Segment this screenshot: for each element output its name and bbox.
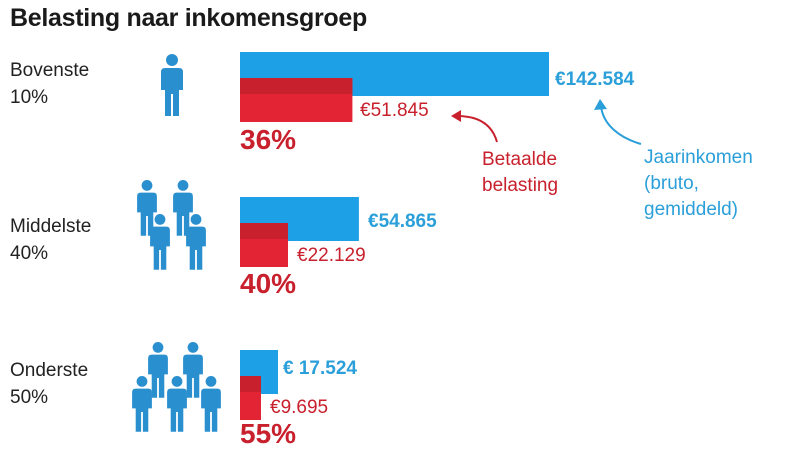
income-value-label-middle: €54.865 xyxy=(368,211,437,232)
annotation-tax-line1: Betaalde xyxy=(482,149,558,170)
group-label-line1: Onderste xyxy=(10,360,89,381)
tax-percent-label-bottom: 55% xyxy=(240,418,297,449)
annotation-arrow-income xyxy=(594,99,642,145)
annotation-tax-line2: belasting xyxy=(482,175,559,196)
tax-percent-label-middle: 40% xyxy=(240,268,297,299)
person-icon xyxy=(148,342,168,398)
group-label-line1: Middelste xyxy=(10,216,92,237)
tax-percent-label-top: 36% xyxy=(240,124,297,155)
tax-value-label-top: €51.845 xyxy=(360,100,429,121)
person-icon xyxy=(183,342,203,398)
income-value-label-top: €142.584 xyxy=(555,69,635,90)
group-label-middle: Middelste 40% xyxy=(10,213,91,267)
annotation-arrow-tax xyxy=(451,110,498,143)
tax-bar-top xyxy=(240,78,353,122)
tax-value-label-middle: €22.129 xyxy=(297,245,366,266)
group-label-bottom: Onderste 50% xyxy=(10,357,88,411)
person-icon xyxy=(201,376,221,432)
person-icon xyxy=(167,376,187,432)
group-label-line2: 10% xyxy=(10,87,49,108)
annotation-tax: Betaalde belasting xyxy=(482,147,558,199)
person-icon xyxy=(186,214,206,270)
person-icon xyxy=(137,180,157,236)
group-label-line2: 40% xyxy=(10,243,49,264)
group-label-line2: 50% xyxy=(10,387,49,408)
annotation-income-line2: (bruto, xyxy=(644,173,699,194)
person-icon xyxy=(161,54,183,116)
annotation-income-line3: gemiddeld) xyxy=(644,199,738,220)
tax-value-label-bottom: €9.695 xyxy=(270,397,329,418)
tax-bar-middle xyxy=(240,223,288,267)
annotation-income: Jaarinkomen (bruto, gemiddeld) xyxy=(644,145,753,223)
income-value-label-bottom: € 17.524 xyxy=(283,358,357,379)
group-label-top: Bovenste 10% xyxy=(10,57,89,111)
annotation-income-line1: Jaarinkomen xyxy=(644,147,753,168)
person-icon xyxy=(173,180,193,236)
person-icon xyxy=(150,214,170,270)
group-label-line1: Bovenste xyxy=(10,60,90,81)
chart-title: Belasting naar inkomensgroep xyxy=(10,4,367,32)
tax-bar-bottom xyxy=(240,376,261,420)
person-icon xyxy=(132,376,152,432)
